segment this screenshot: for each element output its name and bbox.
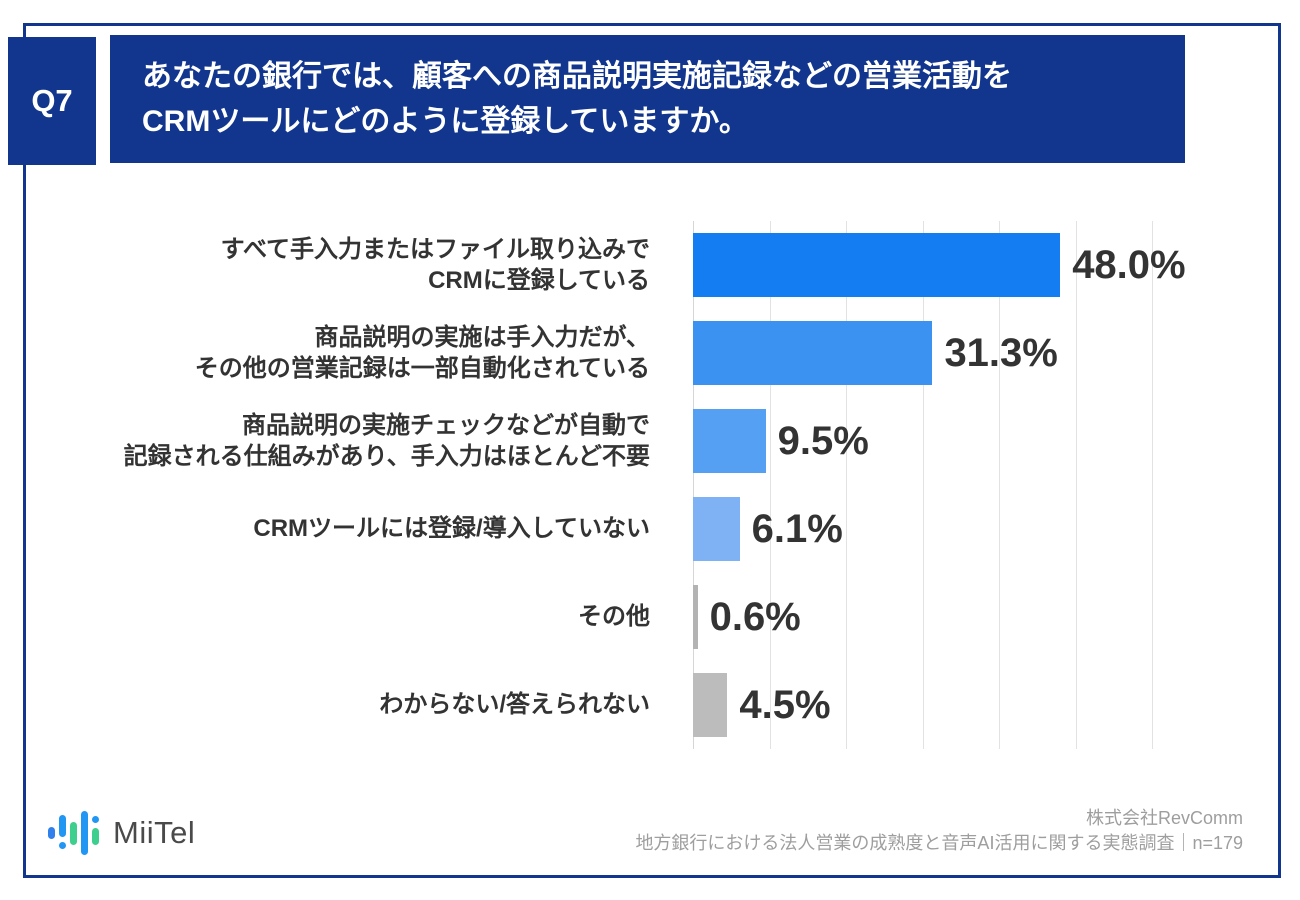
chart-rows: すべて手入力またはファイル取り込みで CRMに登録している 48.0% 商品説明… [0,221,1300,749]
bar [693,233,1061,297]
bar-row: 商品説明の実施は手入力だが、 その他の営業記録は一部自動化されている 31.3% [0,309,1300,397]
bar [693,497,740,561]
gridline [999,221,1000,749]
question-text: あなたの銀行では、顧客への商品説明実施記録などの営業活動を CRMツールにどのよ… [142,60,1012,138]
gridline [1075,221,1077,749]
category-label: わからない/答えられない [379,691,650,719]
gridline [846,221,847,749]
miitel-waveform-icon [48,810,99,856]
source-company: 株式会社RevComm [1085,808,1243,828]
bar-row: その他 0.6% [0,573,1300,661]
miitel-logo-text: MiiTel [113,815,196,850]
category-label: 商品説明の実施は手入力だが、 その他の営業記録は一部自動化されている [194,323,650,382]
bar-chart: すべて手入力またはファイル取り込みで CRMに登録している 48.0% 商品説明… [0,221,1300,749]
value-label: 0.6% [709,594,801,639]
category-label: 商品説明の実施チェックなどが自動で 記録される仕組みがあり、手入力はほとんど不要 [123,411,650,470]
source-attribution: 株式会社RevComm 地方銀行における法人営業の成熟度と音声AI活用に関する実… [635,806,1243,856]
gridline [1152,221,1153,749]
category-label: すべて手入力またはファイル取り込みで CRMに登録している [220,235,650,294]
bar [693,585,698,649]
question-number-badge: Q7 [8,37,96,165]
category-label: CRMツールには登録/導入していない [253,515,650,543]
value-label: 48.0% [1072,242,1186,287]
source-survey: 地方銀行における法人営業の成熟度と音声AI活用に関する実態調査｜n=179 [635,833,1243,854]
value-label: 4.5% [739,682,831,727]
value-label: 6.1% [751,506,843,551]
value-label: 31.3% [944,330,1058,375]
bar-row: わからない/答えられない 4.5% [0,661,1300,749]
gridlines [693,221,1163,749]
bar-row: すべて手入力またはファイル取り込みで CRMに登録している 48.0% [0,221,1300,309]
slide-border-frame [23,23,1281,878]
bar [693,321,933,385]
bar [693,673,728,737]
question-number: Q7 [31,83,73,118]
gridline [693,221,694,749]
category-label: その他 [578,603,650,631]
question-header: あなたの銀行では、顧客への商品説明実施記録などの営業活動を CRMツールにどのよ… [110,35,1185,163]
gridline [769,221,771,749]
gridline [922,221,924,749]
bar [693,409,766,473]
miitel-logo: MiiTel [48,810,195,856]
bar-row: CRMツールには登録/導入していない 6.1% [0,485,1300,573]
bar-row: 商品説明の実施チェックなどが自動で 記録される仕組みがあり、手入力はほとんど不要… [0,397,1300,485]
value-label: 9.5% [777,418,869,463]
